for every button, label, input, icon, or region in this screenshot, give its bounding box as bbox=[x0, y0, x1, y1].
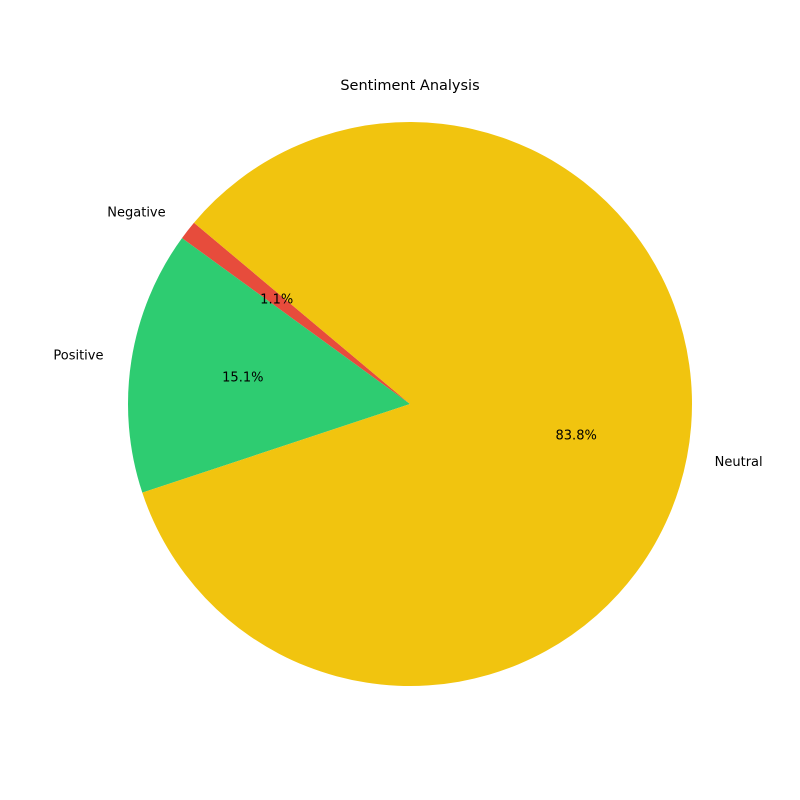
slice-label-positive: Positive bbox=[53, 349, 103, 364]
slice-percent-negative: 1.1% bbox=[260, 292, 293, 307]
pie-slice-neutral bbox=[142, 122, 692, 687]
slice-percent-neutral: 83.8% bbox=[556, 428, 597, 443]
slice-label-negative: Negative bbox=[107, 205, 165, 220]
pie-slice-negative bbox=[181, 222, 410, 404]
slice-label-neutral: Neutral bbox=[715, 455, 763, 470]
pie-slices bbox=[127, 122, 692, 687]
pie-labels: Negative 1.1% Positive 15.1% Neutral 83.8% bbox=[53, 205, 762, 469]
slice-percent-positive: 15.1% bbox=[222, 370, 263, 385]
chart-title: Sentiment Analysis bbox=[340, 78, 479, 94]
pie-slice-positive bbox=[127, 238, 410, 493]
